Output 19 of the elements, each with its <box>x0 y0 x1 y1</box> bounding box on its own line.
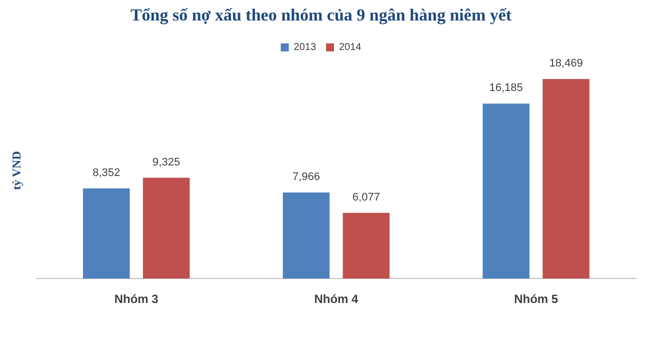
bar <box>482 104 530 279</box>
data-label: 16,185 <box>489 82 523 94</box>
legend-label: 2014 <box>339 42 362 54</box>
bar <box>142 178 190 279</box>
y-axis-title: tỷ VND <box>9 150 24 190</box>
data-label: 9,325 <box>152 156 180 168</box>
data-label: 6,077 <box>352 191 380 204</box>
chart-title: Tổng số nợ xấu theo nhóm của 9 ngân hàng niêm yết <box>130 6 512 25</box>
bar <box>82 188 130 279</box>
bar <box>342 212 390 279</box>
x-tick-label: Nhóm 4 <box>314 292 359 306</box>
bar <box>282 192 330 279</box>
legend-label: 2013 <box>294 42 316 54</box>
bar <box>542 78 590 279</box>
x-tick-label: Nhóm 3 <box>114 292 159 306</box>
data-label: 18,469 <box>549 57 583 70</box>
data-label: 7,966 <box>292 171 320 184</box>
data-label: 8,352 <box>92 166 120 179</box>
x-tick-label: Nhóm 5 <box>514 292 558 306</box>
